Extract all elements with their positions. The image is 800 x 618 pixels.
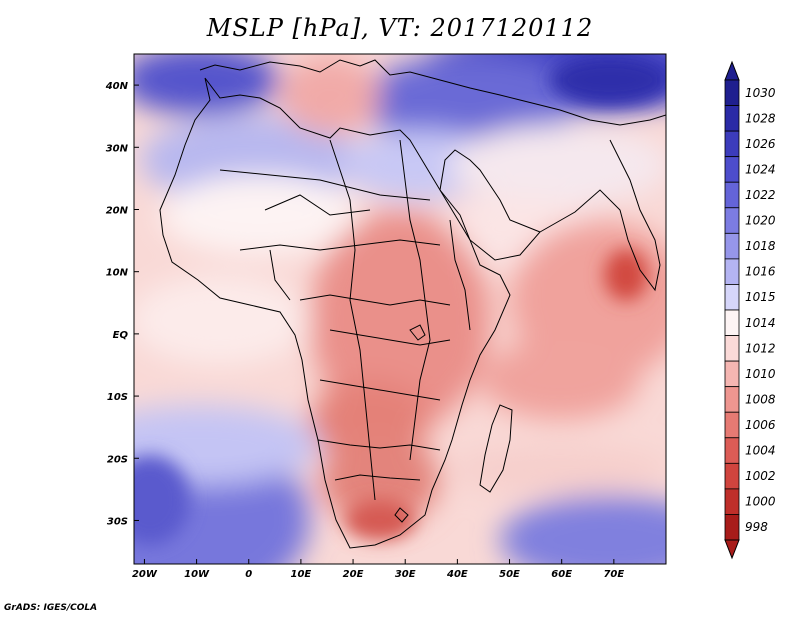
- colorbar-label: 1022: [745, 188, 776, 202]
- colorbar-label: 1008: [745, 392, 776, 406]
- colorbar-segment: [724, 130, 740, 158]
- lat-tick-label: 40N: [105, 81, 129, 92]
- lon-tick-label: 20E: [343, 569, 364, 580]
- colorbar-label: 1010: [745, 367, 776, 381]
- credit-label: GrADS: IGES/COLA: [4, 603, 98, 613]
- lat-tick-label: 10S: [107, 392, 128, 403]
- lon-tick-label: 30E: [395, 569, 416, 580]
- colorbar-segment: [724, 514, 740, 541]
- lon-tick-label: 10E: [291, 569, 312, 580]
- colorbar-segment: [724, 411, 740, 439]
- colorbar-label: 1004: [745, 444, 776, 458]
- map-title: MSLP [hPa], VT: 2017120112: [206, 14, 594, 42]
- colorbar-segment: [724, 335, 740, 362]
- lon-tick-label: 50E: [499, 569, 520, 580]
- latitude-ticks: 40N 30N 20N 10N EQ 10S 20S 30S: [105, 81, 139, 527]
- colorbar-segment: [724, 156, 740, 183]
- colorbar-label: 1026: [745, 137, 776, 151]
- colorbar-segment: [724, 258, 740, 285]
- colorbar-label: 1000: [745, 495, 776, 509]
- lat-tick-label: 20N: [106, 205, 129, 216]
- colorbar-segment: [724, 437, 740, 464]
- colorbar-label: 1015: [745, 290, 776, 304]
- colorbar-segment: [724, 79, 740, 106]
- colorbar-segment: [724, 488, 740, 515]
- colorbar-segment: [724, 232, 740, 260]
- colorbar: 1030 1028 1026 1024 1022 1020 1018 1016 1015 1014…: [724, 60, 776, 560]
- colorbar-label: 1012: [745, 341, 776, 355]
- lat-tick-label: 30S: [107, 516, 128, 527]
- colorbar-label: 1002: [745, 469, 776, 483]
- colorbar-label: 1016: [745, 265, 776, 279]
- colorbar-segment: [724, 181, 740, 209]
- colorbar-label: 1024: [745, 162, 776, 176]
- colorbar-label: 1028: [745, 111, 776, 125]
- colorbar-segment: [724, 309, 740, 336]
- colorbar-label: 1006: [745, 418, 776, 432]
- colorbar-bottom-arrow: [724, 539, 740, 560]
- lat-tick-label: 30N: [106, 143, 129, 154]
- colorbar-label: 1020: [745, 214, 776, 228]
- colorbar-segment: [724, 105, 740, 132]
- lat-tick-label: 10N: [106, 268, 129, 279]
- colorbar-label: 1030: [745, 86, 776, 100]
- colorbar-segment: [724, 462, 740, 490]
- colorbar-segment: [724, 386, 740, 413]
- lon-tick-label: 70E: [603, 569, 624, 580]
- coastlines: [159, 59, 666, 549]
- pressure-field: [134, 54, 666, 564]
- map-frame: [133, 53, 667, 565]
- lat-tick-label: EQ: [113, 330, 129, 341]
- colorbar-top-arrow: [724, 60, 740, 81]
- colorbar-label: 1018: [745, 239, 776, 253]
- colorbar-label: 1014: [745, 316, 776, 330]
- colorbar-segment: [724, 360, 740, 388]
- colorbar-segment: [724, 207, 740, 234]
- lon-tick-label: 20W: [132, 569, 158, 580]
- lon-tick-label: 0: [245, 569, 252, 580]
- colorbar-label: 998: [745, 520, 768, 534]
- lat-tick-label: 20S: [107, 454, 128, 465]
- lon-tick-label: 60E: [551, 569, 572, 580]
- lon-tick-label: 40E: [446, 569, 468, 580]
- longitude-ticks: 20W 10W 0 10E 20E 30E 40E 50E 60E 70E: [132, 559, 624, 580]
- colorbar-segment: [724, 284, 740, 311]
- lon-tick-label: 10W: [184, 569, 210, 580]
